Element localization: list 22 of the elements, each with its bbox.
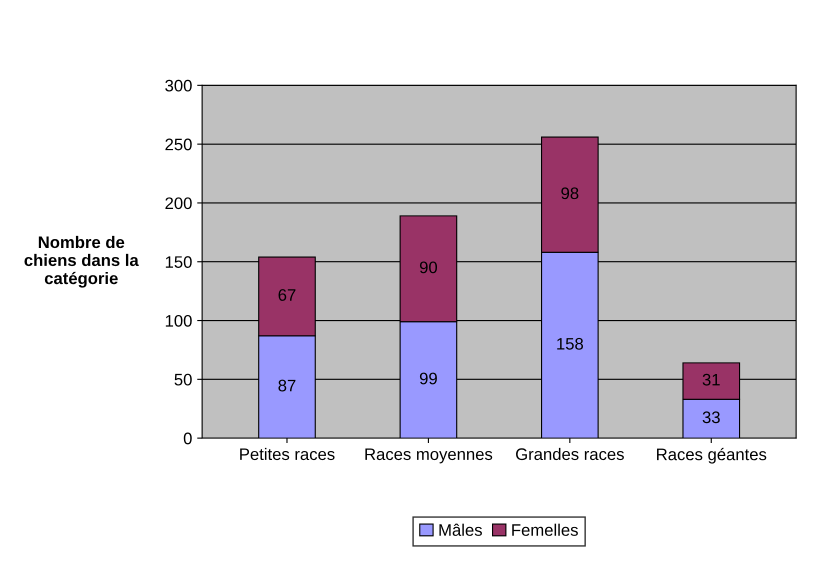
data-label: 87 — [278, 380, 296, 392]
x-tick-label: Petites races — [240, 448, 335, 460]
legend-label: Femelles — [512, 524, 578, 536]
data-label: 99 — [420, 372, 437, 384]
data-label: 33 — [702, 411, 720, 424]
legend-label: Mâles — [439, 524, 482, 536]
data-label: 98 — [561, 187, 578, 200]
y-tick-label: 250 — [165, 138, 192, 150]
data-label: 67 — [278, 289, 296, 301]
y-tick-label: 50 — [174, 374, 192, 386]
data-label: 31 — [702, 374, 720, 386]
x-tick-label: Grandes races — [516, 448, 624, 460]
y-tick-label: 300 — [165, 80, 192, 92]
data-label: 158 — [557, 338, 584, 350]
x-tick-label: Races moyennes — [365, 448, 492, 464]
y-axis-title: Nombre de chiens dans la catégorie — [24, 236, 139, 288]
y-tick-label: 100 — [166, 314, 192, 327]
y-tick-label: 150 — [166, 256, 192, 268]
data-label: 90 — [420, 261, 438, 274]
x-tick-label: Races géantes — [657, 448, 766, 464]
y-tick-label: 0 — [184, 432, 192, 444]
y-tick-label: 200 — [165, 197, 192, 210]
